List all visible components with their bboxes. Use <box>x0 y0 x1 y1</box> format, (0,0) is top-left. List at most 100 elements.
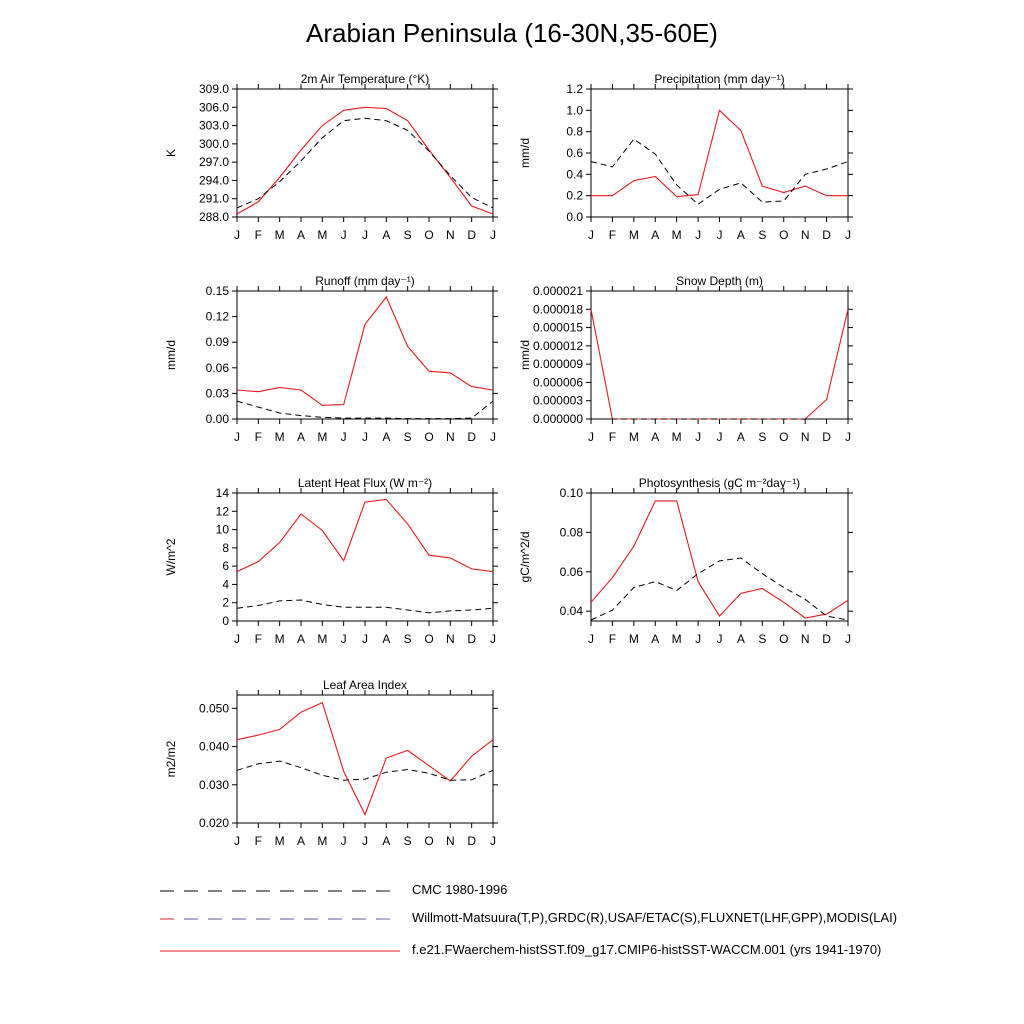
x-tick-label: A <box>297 430 305 444</box>
y-tick-label: 0.000009 <box>533 357 583 371</box>
y-tick-label: 0.6 <box>566 146 583 160</box>
y-tick-label: 291.0 <box>199 192 229 206</box>
x-tick-label: M <box>275 632 285 646</box>
x-tick-label: J <box>234 632 240 646</box>
x-tick-label: A <box>737 430 745 444</box>
x-tick-label: D <box>467 632 476 646</box>
chart-title: Snow Depth (m) <box>676 274 763 288</box>
y-tick-label: 0.020 <box>199 816 229 830</box>
x-tick-label: J <box>490 228 496 242</box>
x-tick-label: A <box>651 430 659 444</box>
series-line-model <box>590 500 849 619</box>
x-tick-label: A <box>382 430 390 444</box>
x-tick-label: A <box>382 834 390 848</box>
x-tick-label: A <box>382 632 390 646</box>
x-tick-label: O <box>424 430 433 444</box>
x-tick-label: J <box>588 430 594 444</box>
x-tick-label: F <box>609 632 616 646</box>
y-tick-label: 297.0 <box>199 155 229 169</box>
series-line-observed <box>590 138 849 205</box>
x-tick-label: D <box>822 632 831 646</box>
y-tick-label: 4 <box>222 577 229 591</box>
x-tick-label: S <box>758 632 766 646</box>
plot-frame <box>236 290 494 420</box>
y-tick-label: 0.000021 <box>533 284 583 298</box>
x-tick-label: N <box>801 632 810 646</box>
y-tick-label: 0.03 <box>206 386 230 400</box>
plot-frame <box>590 88 849 218</box>
chart-panel: Runoff (mm day⁻¹) mm/d 0.00 0.03 0.06 0.09 0.1… <box>164 274 498 444</box>
y-tick-label: 0.06 <box>560 565 584 579</box>
y-tick-label: 0.2 <box>566 189 583 203</box>
chart-panel: Latent Heat Flux (W m⁻²) W/m^2 0 2 4 6 8 10 12 14… <box>164 476 498 646</box>
x-tick-label: S <box>404 632 412 646</box>
x-tick-label: O <box>779 632 788 646</box>
y-tick-label: 0.15 <box>206 284 230 298</box>
y-tick-label: 0.050 <box>199 701 229 715</box>
y-tick-label: 8 <box>222 541 229 555</box>
y-tick-label: 1.0 <box>566 103 583 117</box>
plot-frame <box>236 694 494 824</box>
y-axis-label: mm/d <box>518 138 532 168</box>
x-tick-label: S <box>404 430 412 444</box>
y-tick-label: 0.12 <box>206 310 230 324</box>
x-tick-label: J <box>845 632 851 646</box>
x-tick-label: J <box>588 228 594 242</box>
chart-panel: Snow Depth (m) mm/d 0.000000 0.000003 0.0000… <box>518 274 853 444</box>
chart-panels: 2m Air Temperature (°K) K 288.0 291.0 294.0 2… <box>164 72 853 848</box>
x-tick-label: D <box>467 228 476 242</box>
y-tick-label: 0.08 <box>560 525 584 539</box>
plot-frame <box>590 492 849 622</box>
x-tick-label: S <box>404 834 412 848</box>
x-tick-label: J <box>341 430 347 444</box>
x-tick-label: N <box>801 228 810 242</box>
series-line-observed <box>236 599 494 614</box>
page-title: Arabian Peninsula (16-30N,35-60E) <box>306 18 718 48</box>
x-tick-label: J <box>695 228 701 242</box>
x-tick-label: F <box>255 632 262 646</box>
y-tick-label: 0.040 <box>199 740 229 754</box>
x-tick-label: J <box>362 632 368 646</box>
y-tick-label: 0.04 <box>560 604 584 618</box>
y-tick-label: 0.000006 <box>533 375 583 389</box>
x-tick-label: A <box>297 834 305 848</box>
legend-line-dashed-multi <box>160 918 390 920</box>
y-tick-label: 0.00 <box>206 412 230 426</box>
legend-label-observations: Willmott-Matsuura(T,P),GRDC(R),USAF/ETAC… <box>412 910 898 925</box>
x-tick-label: O <box>779 430 788 444</box>
x-tick-label: S <box>404 228 412 242</box>
series-line-model <box>236 701 494 816</box>
x-tick-label: M <box>275 834 285 848</box>
y-tick-label: 0.000015 <box>533 321 583 335</box>
plot-frame <box>590 290 849 420</box>
y-tick-label: 0.000000 <box>533 412 583 426</box>
x-tick-label: N <box>446 430 455 444</box>
chart-panel: Leaf Area Index m2/m2 0.020 0.030 0.040 0.050… <box>164 678 498 848</box>
x-tick-label: M <box>672 228 682 242</box>
chart-title: 2m Air Temperature (°K) <box>301 72 430 86</box>
x-tick-label: N <box>446 228 455 242</box>
x-tick-label: A <box>382 228 390 242</box>
x-tick-label: J <box>588 632 594 646</box>
x-tick-label: S <box>758 430 766 444</box>
plot-frame <box>236 88 494 218</box>
legend-label-cmc: CMC 1980-1996 <box>412 882 508 897</box>
x-tick-label: A <box>297 632 305 646</box>
x-tick-label: M <box>672 632 682 646</box>
y-axis-label: m2/m2 <box>164 740 178 777</box>
x-tick-label: O <box>424 834 433 848</box>
x-tick-label: M <box>275 228 285 242</box>
x-tick-label: J <box>695 430 701 444</box>
plot-frame <box>236 492 494 622</box>
y-tick-label: 0.10 <box>560 486 584 500</box>
x-tick-label: J <box>234 834 240 848</box>
y-tick-label: 0.06 <box>206 361 230 375</box>
y-tick-label: 12 <box>216 504 230 518</box>
y-tick-label: 303.0 <box>199 119 229 133</box>
y-tick-label: 0.09 <box>206 335 230 349</box>
chart-title: Leaf Area Index <box>323 678 407 692</box>
series-line-model <box>236 295 494 406</box>
x-tick-label: J <box>362 228 368 242</box>
chart-title: Precipitation (mm day⁻¹) <box>654 72 784 86</box>
x-tick-label: M <box>317 834 327 848</box>
